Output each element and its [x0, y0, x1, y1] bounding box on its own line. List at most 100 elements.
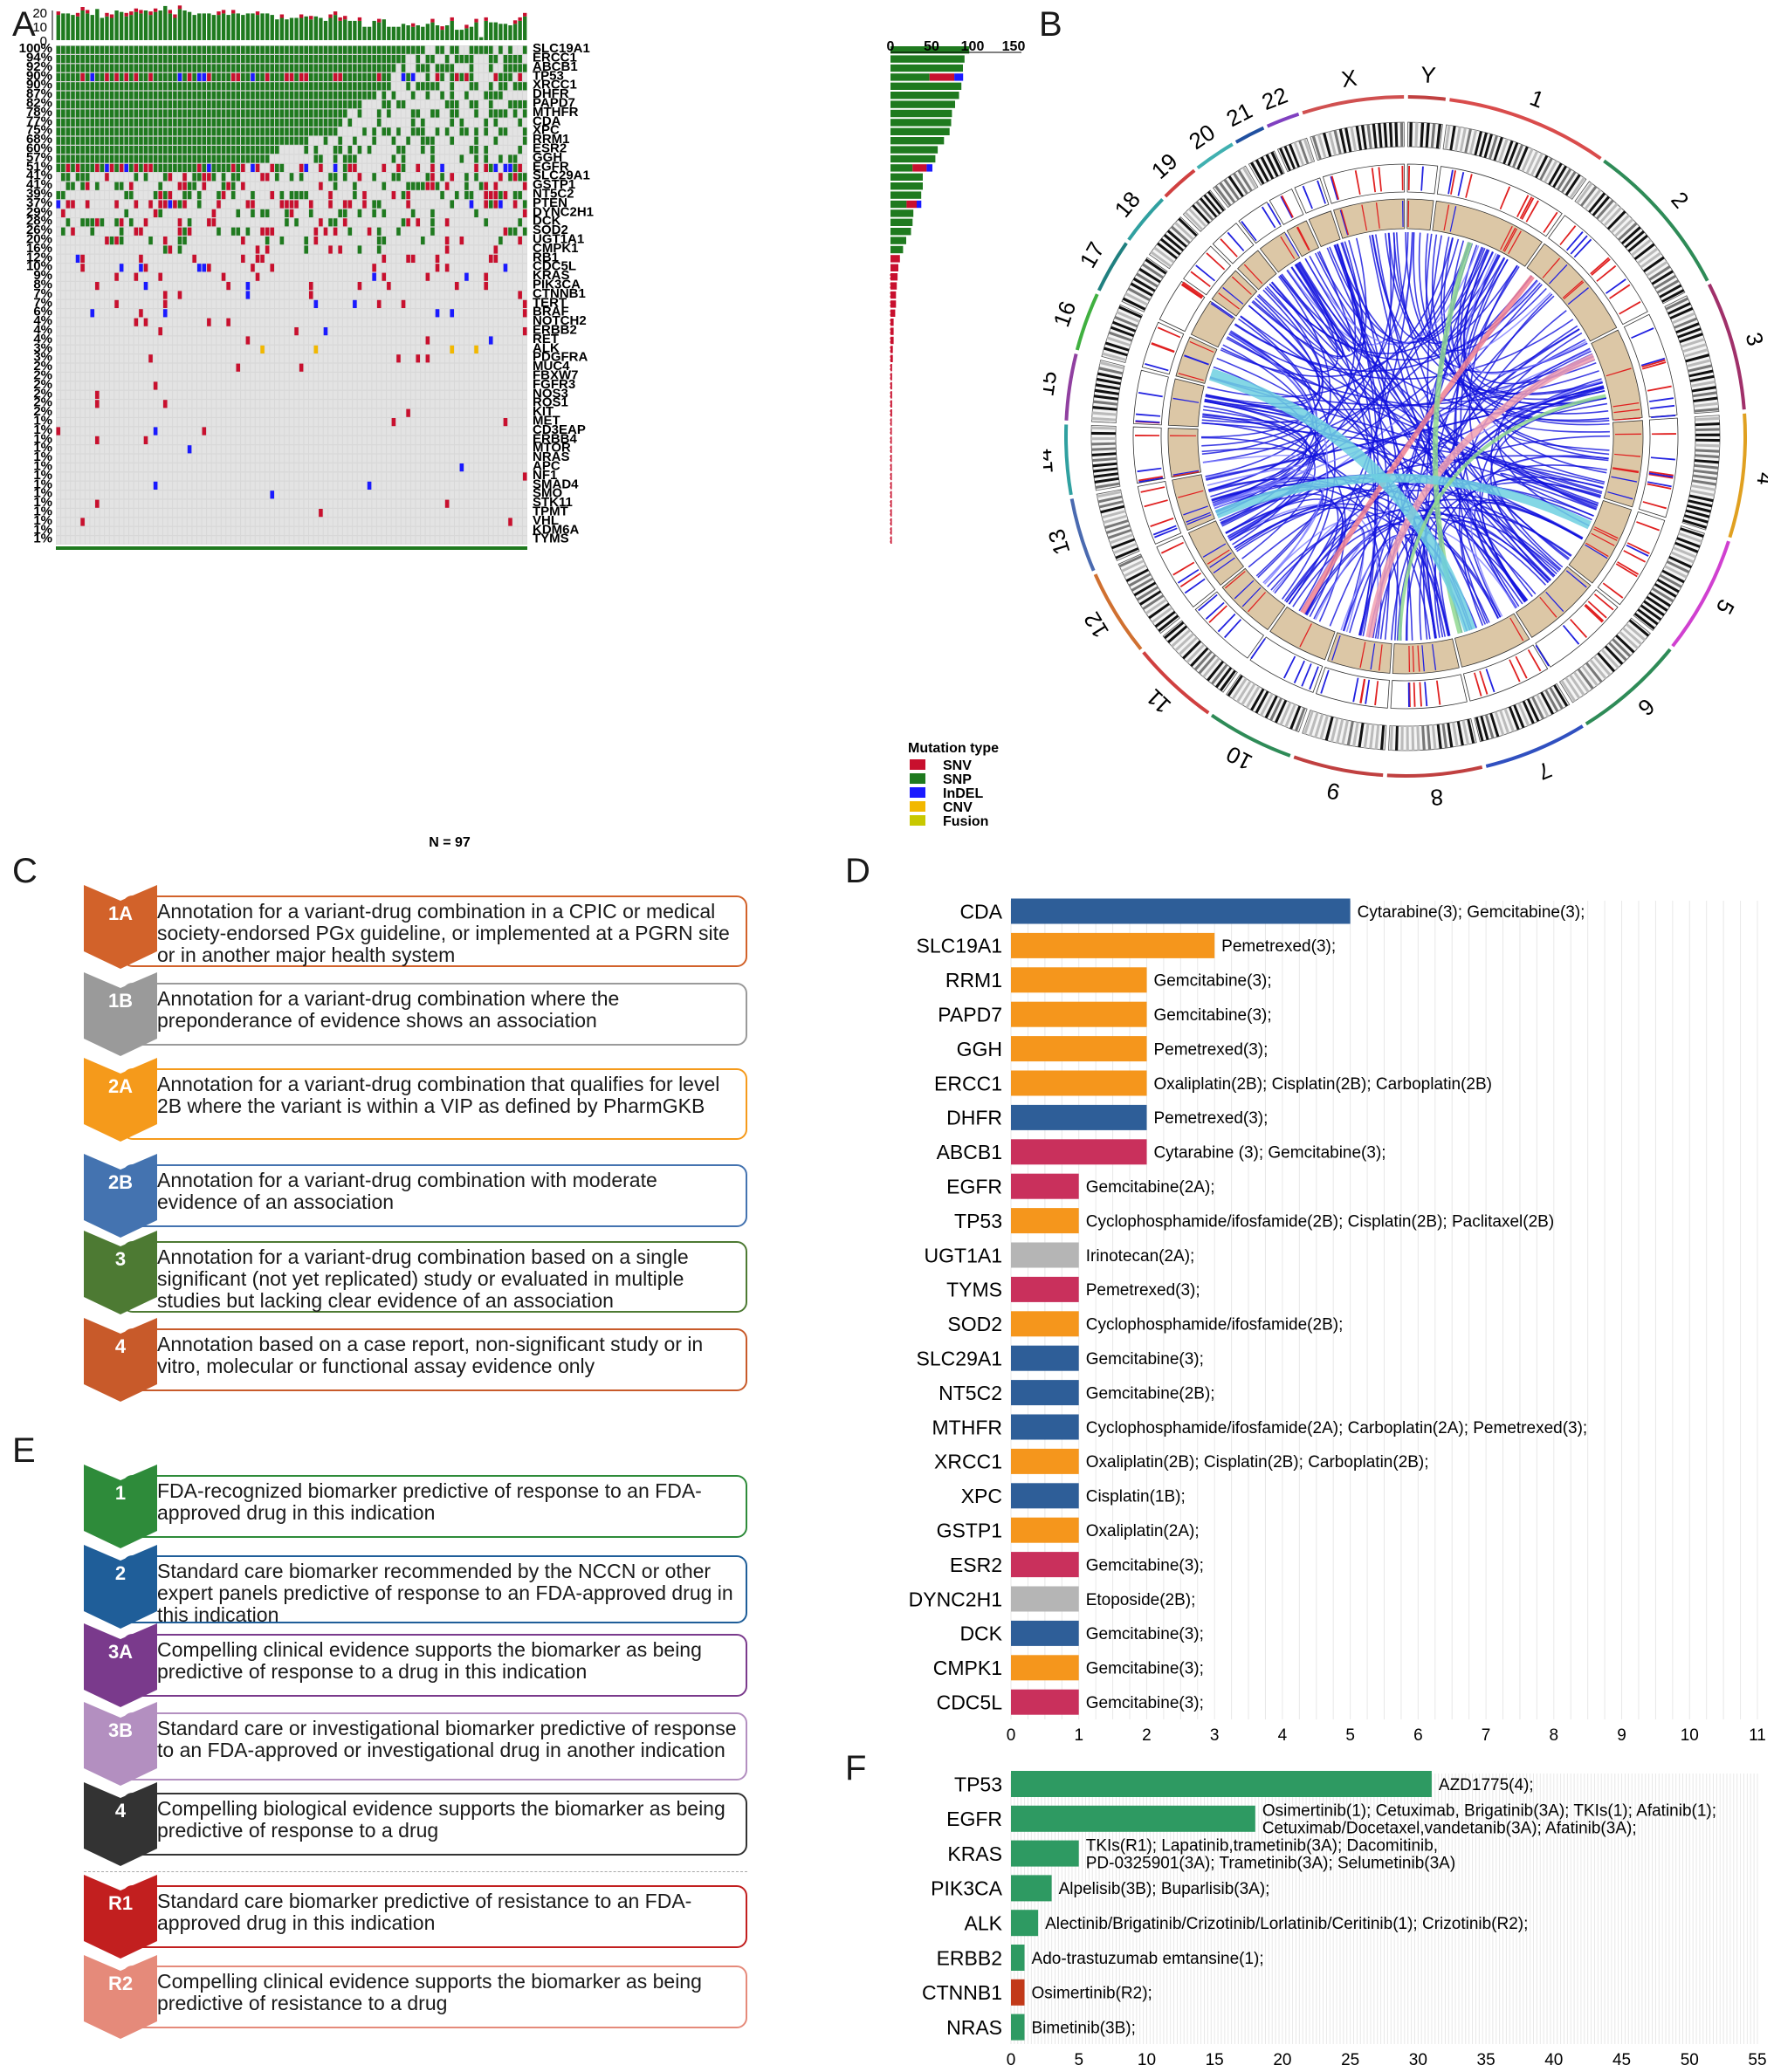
matrix-cell	[192, 254, 196, 263]
matrix-cell	[114, 299, 119, 308]
matrix-cell	[416, 55, 421, 64]
matrix-cell	[328, 82, 333, 91]
matrix-cell	[391, 345, 396, 353]
matrix-cell	[353, 299, 357, 308]
matrix-cell	[493, 109, 499, 118]
matrix-cell	[464, 436, 469, 444]
matrix-cell	[391, 318, 396, 326]
matrix-cell	[474, 254, 478, 263]
matrix-cell	[304, 237, 308, 245]
matrix-cell	[153, 227, 158, 236]
matrix-cell	[512, 327, 518, 336]
matrix-cell	[313, 82, 319, 91]
matrix-cell	[464, 445, 469, 454]
matrix-cell	[444, 272, 450, 281]
matrix-cell	[342, 264, 347, 272]
matrix-cell	[410, 472, 416, 481]
matrix-cell	[522, 182, 527, 190]
matrix-cell	[236, 82, 241, 91]
matrix-cell	[406, 327, 410, 336]
matrix-cell	[333, 163, 338, 172]
matrix-cell	[230, 363, 236, 372]
matrix-cell	[143, 282, 148, 291]
matrix-cell	[435, 400, 440, 408]
matrix-cell	[459, 55, 464, 64]
matrix-cell	[338, 336, 342, 345]
matrix-cell	[241, 491, 245, 499]
matrix-cell	[182, 82, 187, 91]
matrix-cell	[304, 327, 308, 336]
matrix-cell	[450, 481, 454, 490]
matrix-cell	[328, 318, 333, 326]
matrix-cell	[270, 146, 275, 154]
matrix-cell	[85, 491, 90, 499]
matrix-cell	[459, 200, 464, 209]
matrix-cell	[382, 309, 387, 318]
matrix-cell	[401, 182, 406, 190]
matrix-cell	[319, 127, 323, 136]
matrix-cell	[499, 381, 503, 390]
top-bar-snv	[309, 16, 313, 20]
matrix-cell	[80, 291, 85, 299]
matrix-cell	[333, 173, 338, 182]
matrix-cell	[119, 299, 124, 308]
matrix-cell	[508, 390, 512, 399]
matrix-cell	[134, 481, 139, 490]
matrix-cell	[382, 345, 387, 353]
matrix-cell	[512, 381, 518, 390]
matrix-cell	[499, 463, 503, 472]
matrix-cell	[119, 100, 124, 109]
matrix-cell	[71, 127, 75, 136]
matrix-cell	[139, 454, 143, 463]
matrix-cell	[410, 136, 416, 145]
matrix-cell	[196, 381, 202, 390]
matrix-cell	[61, 390, 65, 399]
matrix-cell	[499, 264, 503, 272]
matrix-cell	[425, 218, 430, 227]
matrix-cell	[168, 418, 173, 427]
matrix-cell	[308, 182, 313, 190]
matrix-cell	[114, 72, 119, 81]
matrix-cell	[245, 454, 251, 463]
matrix-cell	[299, 363, 304, 372]
matrix-cell	[421, 237, 425, 245]
matrix-cell	[342, 272, 347, 281]
matrix-cell	[119, 109, 124, 118]
matrix-cell	[440, 191, 444, 200]
matrix-cell	[196, 254, 202, 263]
matrix-cell	[285, 345, 289, 353]
matrix-cell	[255, 91, 260, 99]
matrix-cell	[518, 390, 522, 399]
matrix-cell	[95, 64, 100, 72]
matrix-cell	[143, 427, 148, 436]
matrix-cell	[353, 418, 357, 427]
matrix-cell	[230, 163, 236, 172]
matrix-cell	[499, 146, 503, 154]
matrix-cell	[319, 481, 323, 490]
matrix-cell	[488, 136, 493, 145]
matrix-cell	[387, 491, 391, 499]
matrix-cell	[508, 299, 512, 308]
matrix-cell	[478, 472, 484, 481]
matrix-cell	[430, 227, 435, 236]
matrix-cell	[391, 282, 396, 291]
matrix-cell	[168, 136, 173, 145]
matrix-cell	[357, 136, 362, 145]
matrix-cell	[177, 72, 182, 81]
matrix-cell	[226, 345, 230, 353]
matrix-cell	[459, 354, 464, 363]
matrix-cell	[105, 163, 109, 172]
matrix-cell	[484, 182, 488, 190]
matrix-cell	[65, 436, 71, 444]
matrix-cell	[211, 163, 217, 172]
matrix-cell	[478, 354, 484, 363]
matrix-cell	[182, 373, 187, 381]
matrix-cell	[90, 299, 95, 308]
matrix-cell	[158, 436, 162, 444]
matrix-cell	[217, 254, 221, 263]
matrix-cell	[255, 55, 260, 64]
matrix-cell	[251, 191, 255, 200]
matrix-cell	[396, 127, 401, 136]
matrix-cell	[148, 481, 153, 490]
matrix-cell	[493, 264, 499, 272]
